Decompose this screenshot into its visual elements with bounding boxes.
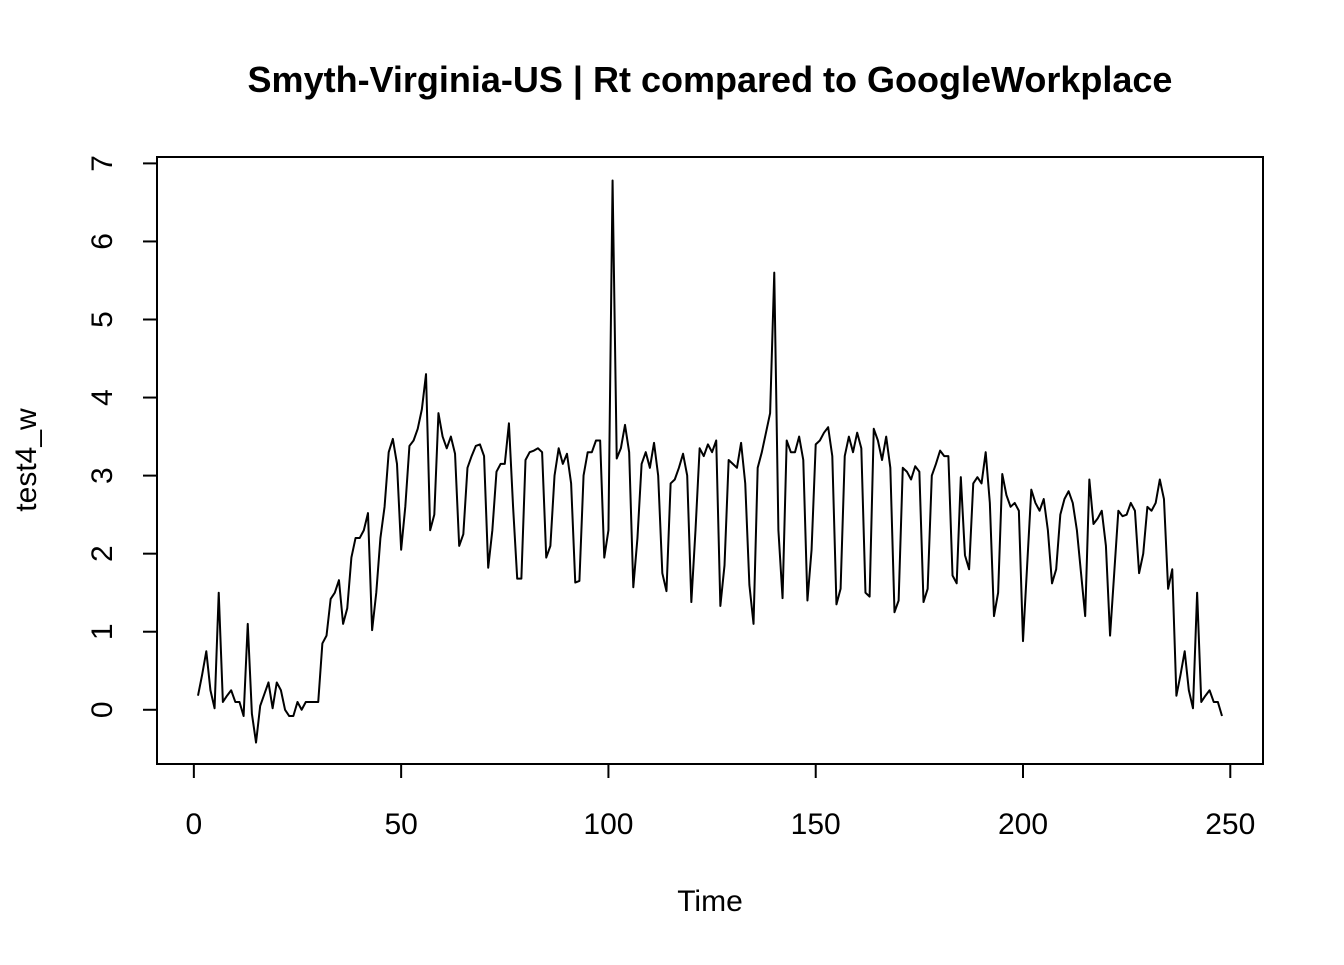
y-tick-label: 7 [86, 155, 119, 172]
y-axis-label: test4_w [10, 408, 43, 512]
y-tick-label: 2 [86, 545, 119, 562]
y-axis: 0 1 2 3 4 5 6 7 [86, 155, 158, 718]
x-axis-label: Time [677, 885, 743, 918]
y-tick-label: 4 [86, 389, 119, 406]
x-axis: 0 50 100 150 200 250 [186, 763, 1255, 841]
y-tick-label: 0 [86, 701, 119, 718]
x-tick-label: 250 [1205, 808, 1255, 841]
y-tick-label: 6 [86, 233, 119, 250]
x-tick-label: 150 [791, 808, 841, 841]
x-tick-label: 200 [998, 808, 1048, 841]
y-tick-label: 3 [86, 467, 119, 484]
y-tick-label: 1 [86, 623, 119, 640]
series-line [197, 179, 1223, 744]
x-tick-label: 50 [384, 808, 417, 841]
y-tick-label: 5 [86, 311, 119, 328]
x-tick-label: 0 [186, 808, 203, 841]
chart-title: Smyth-Virginia-US | Rt compared to Googl… [248, 59, 1173, 101]
x-tick-label: 100 [583, 808, 633, 841]
plot-frame [156, 156, 1264, 765]
